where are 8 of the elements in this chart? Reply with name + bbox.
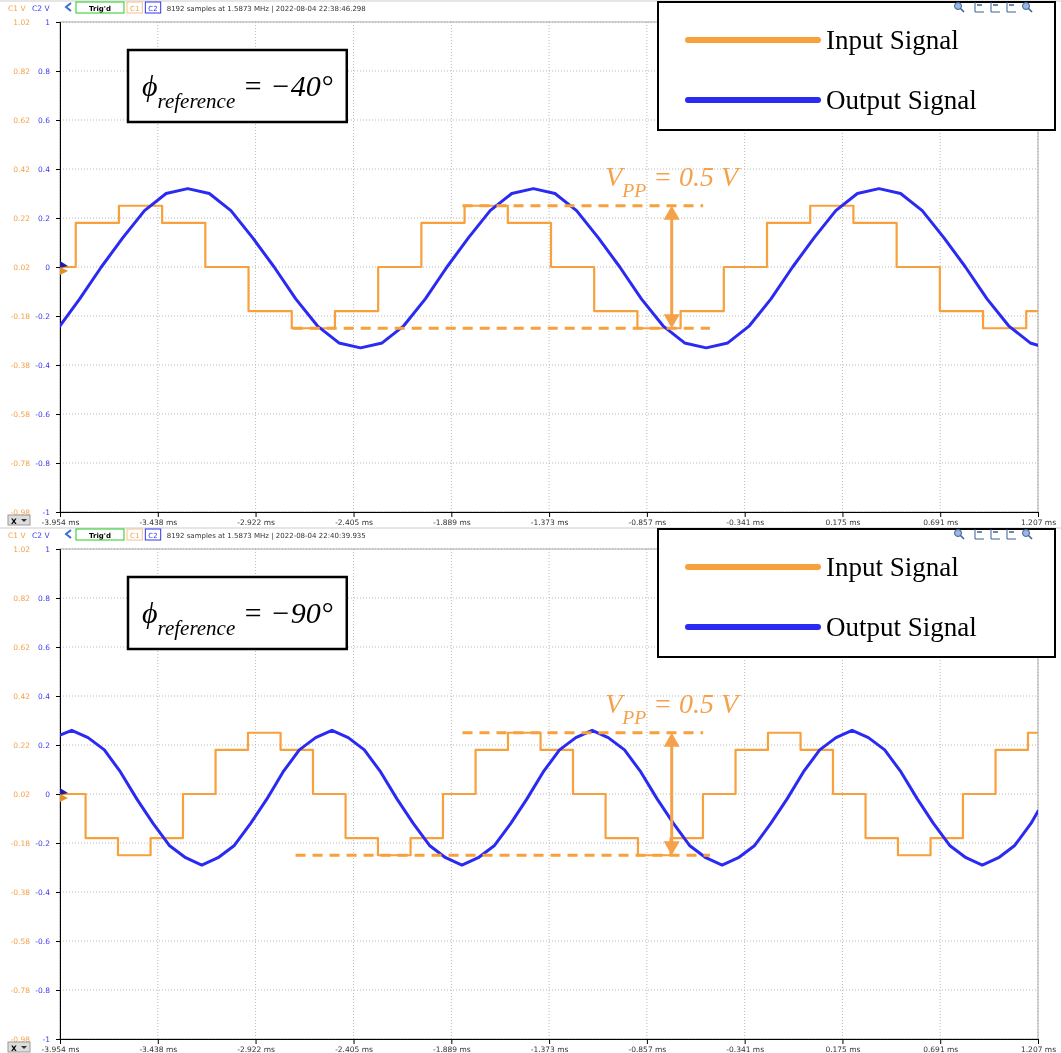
legend-label: Input Signal	[826, 25, 959, 55]
annotation: V$_{PP}$ = 0.5 V	[605, 160, 742, 201]
annotation: ϕ$_{reference}$ = −90°	[142, 596, 333, 640]
annotation: ϕ$_{reference}$ = −40°	[142, 69, 333, 113]
legend-label: Output Signal	[826, 612, 977, 642]
legend-label: Output Signal	[826, 85, 977, 115]
annotation: V$_{PP}$ = 0.5 V	[605, 687, 742, 728]
legend-label: Input Signal	[826, 552, 959, 582]
